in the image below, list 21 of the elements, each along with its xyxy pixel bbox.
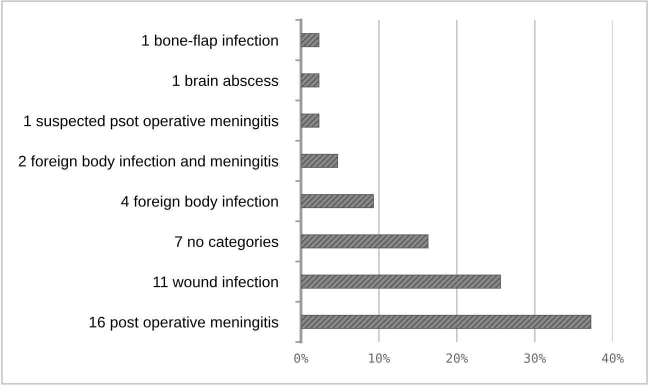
bar (301, 194, 374, 208)
x-tick-label: 20% (446, 353, 468, 363)
y-tick-label: 4 foreign body infection (121, 196, 278, 210)
y-tick-label: 16 post operative meningitis (90, 316, 278, 331)
bar (301, 114, 320, 128)
y-tick-label: 7 no categories (175, 236, 278, 250)
y-tick-label: 1 bone-flap infection (142, 34, 278, 49)
x-tick-label: 40% (602, 353, 624, 363)
bar (301, 274, 501, 289)
bar (301, 154, 338, 168)
y-tick-label: 1 brain abscess (172, 74, 278, 86)
y-tick-label: 2 foreign body infection and meningitis (18, 155, 278, 170)
y-tick-label: 11 wound infection (154, 276, 278, 288)
y-tick-label: 1 suspected psot operative meningitis (24, 115, 278, 130)
bar (301, 33, 320, 48)
bar (301, 314, 592, 329)
x-tick-label: 0% (294, 353, 308, 363)
x-tick-label: 30% (524, 353, 546, 363)
bar (301, 73, 320, 88)
x-tick-label: 10% (369, 353, 390, 363)
bar (301, 234, 428, 248)
